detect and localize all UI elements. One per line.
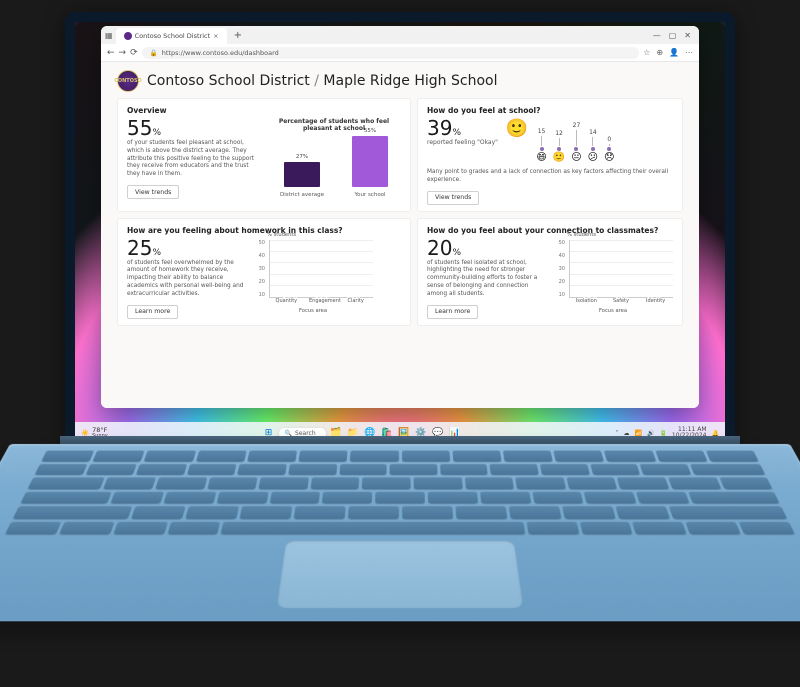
close-icon[interactable]: ✕ [684,31,691,40]
tab-list-icon[interactable]: ▦ [105,31,113,40]
district-name: Contoso School District [147,73,310,89]
screen: ▦ Contoso School District × + — ▢ ✕ ← [75,22,725,444]
homework-value: 25% [127,238,247,258]
learn-more-button[interactable]: Learn more [427,305,478,319]
keyboard [5,450,795,534]
connection-card: How do you feel about your connection to… [417,218,683,326]
laptop-base [0,444,800,621]
emoji-stat: 12🙂 [553,130,565,163]
homework-desc: of students feel overwhelmed by the amou… [127,260,247,299]
dashboard-page: CONTOSO Contoso School District / Maple … [101,62,699,408]
connection-value: 20% [427,238,547,258]
view-trends-button[interactable]: View trends [427,191,479,205]
close-tab-icon[interactable]: × [213,32,218,40]
browser-titlebar: ▦ Contoso School District × + — ▢ ✕ [101,26,699,44]
tab-title: Contoso School District [135,32,211,40]
browser-window: ▦ Contoso School District × + — ▢ ✕ ← [101,26,699,408]
connection-chart: % students 5040302010 20%35%17% Isolatio… [553,240,673,312]
emoji-stat: 14😕 [588,129,598,163]
main-emoji-icon: 🙂 [506,118,528,139]
card-title: How are you feeling about homework in th… [127,226,401,235]
new-tab-button[interactable]: + [230,30,246,41]
learn-more-button[interactable]: Learn more [127,305,178,319]
overview-desc: of your students feel pleasant at school… [127,140,257,179]
favicon-icon [124,32,132,40]
homework-card: How are you feeling about homework in th… [117,218,411,326]
dashboard-grid: Overview 55% of your students feel pleas… [117,98,683,326]
emoji-distribution: 15😄 12🙂 27😐 14😕 0😞 [536,122,614,163]
laptop-mockup: ▦ Contoso School District × + — ▢ ✕ ← [0,0,800,687]
browser-tab[interactable]: Contoso School District × [116,28,227,44]
bar: 55%Your school [352,128,388,198]
favorite-icon[interactable]: ☆ [643,48,650,57]
page-title: Contoso School District / Maple Ridge Hi… [147,73,497,89]
card-title: How do you feel at school? [427,106,673,115]
lock-icon: 🔒 [150,49,158,57]
collections-icon[interactable]: ⊕ [656,48,663,57]
homework-chart: % students 5040302010 25%45%15% Quantity… [253,240,373,312]
emoji-stat: 15😄 [536,128,546,163]
emoji-stat: 27😐 [571,122,581,163]
connection-desc: of students feel isolated at school, hig… [427,260,547,299]
address-bar: ← → ⟳ 🔒 https://www.contoso.edu/dashboar… [101,44,699,62]
overview-value: 55% [127,118,257,138]
profile-icon[interactable]: 👤 [669,48,679,57]
card-title: Overview [127,106,401,115]
url-text: https://www.contoso.edu/dashboard [162,49,279,57]
bar: 27%District average [280,154,324,198]
menu-icon[interactable]: ⋯ [685,48,693,57]
emoji-stat: 0😞 [604,136,614,163]
overview-card: Overview 55% of your students feel pleas… [117,98,411,212]
school-name: Maple Ridge High School [323,73,497,89]
card-title: How do you feel about your connection to… [427,226,673,235]
url-field[interactable]: 🔒 https://www.contoso.edu/dashboard [142,47,640,59]
feel-desc: Many point to grades and a lack of conne… [427,169,673,185]
view-trends-button[interactable]: View trends [127,185,179,199]
feel-school-card: How do you feel at school? 39% reported … [417,98,683,212]
feel-subtitle: reported feeling "Okay" [427,139,498,146]
title-separator: / [314,73,319,89]
refresh-button[interactable]: ⟳ [130,48,138,58]
maximize-icon[interactable]: ▢ [669,31,677,40]
forward-button[interactable]: → [119,48,127,58]
page-header: CONTOSO Contoso School District / Maple … [117,70,683,92]
overview-chart: Percentage of students who feel pleasant… [267,118,401,199]
trackpad [277,541,524,608]
minimize-icon[interactable]: — [653,31,661,40]
screen-bezel: ▦ Contoso School District × + — ▢ ✕ ← [65,12,735,444]
district-logo: CONTOSO [117,70,139,92]
feel-value: 39% [427,118,498,138]
back-button[interactable]: ← [107,48,115,58]
